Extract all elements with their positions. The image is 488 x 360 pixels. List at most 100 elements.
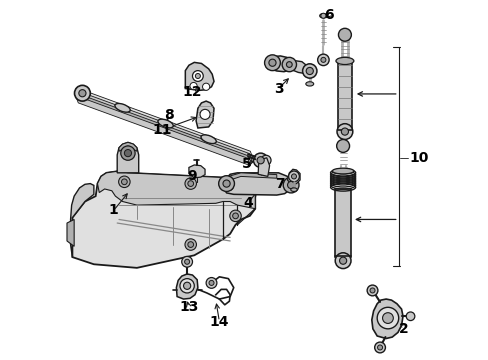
Text: 5: 5 (241, 157, 251, 171)
Circle shape (180, 279, 194, 293)
Polygon shape (267, 56, 292, 72)
Circle shape (302, 64, 316, 78)
Text: 2: 2 (398, 322, 408, 336)
Circle shape (264, 55, 280, 71)
Bar (337, 62, 351, 130)
Circle shape (253, 153, 267, 167)
Circle shape (218, 176, 234, 192)
Circle shape (317, 54, 328, 66)
Circle shape (320, 57, 325, 62)
Circle shape (187, 181, 193, 186)
Circle shape (187, 242, 193, 247)
Circle shape (227, 184, 233, 190)
Circle shape (124, 149, 131, 157)
Ellipse shape (332, 168, 353, 174)
Circle shape (74, 85, 90, 101)
Circle shape (339, 257, 346, 264)
Polygon shape (70, 184, 94, 257)
Circle shape (119, 176, 130, 188)
Polygon shape (188, 165, 204, 178)
Polygon shape (176, 274, 198, 299)
Polygon shape (97, 171, 255, 209)
Circle shape (305, 67, 313, 75)
Polygon shape (287, 60, 310, 74)
Polygon shape (78, 89, 252, 159)
Circle shape (374, 342, 385, 353)
Polygon shape (76, 93, 251, 163)
Circle shape (335, 253, 350, 269)
Ellipse shape (290, 188, 297, 192)
Circle shape (282, 57, 296, 72)
Circle shape (320, 13, 325, 18)
Polygon shape (226, 173, 276, 184)
Bar (335, 189, 350, 257)
Circle shape (376, 307, 398, 329)
Circle shape (195, 73, 200, 78)
Text: 1: 1 (108, 203, 118, 217)
Ellipse shape (115, 103, 130, 112)
Circle shape (382, 313, 392, 323)
Circle shape (261, 155, 270, 165)
Circle shape (184, 178, 196, 189)
Text: 12: 12 (183, 85, 202, 99)
Circle shape (232, 213, 238, 219)
Ellipse shape (158, 119, 173, 128)
Ellipse shape (201, 135, 216, 144)
Polygon shape (223, 173, 292, 195)
Polygon shape (185, 62, 214, 90)
Text: 13: 13 (179, 300, 198, 314)
Text: 10: 10 (408, 152, 428, 166)
Circle shape (121, 179, 127, 185)
Circle shape (192, 71, 203, 81)
Circle shape (208, 280, 214, 285)
Circle shape (288, 171, 299, 182)
Polygon shape (67, 220, 74, 246)
Circle shape (223, 180, 230, 187)
Circle shape (336, 124, 352, 139)
Ellipse shape (305, 82, 313, 86)
Circle shape (202, 83, 209, 90)
Polygon shape (119, 142, 137, 151)
Circle shape (286, 62, 292, 67)
Polygon shape (287, 169, 300, 184)
Polygon shape (258, 158, 269, 176)
Circle shape (229, 210, 241, 222)
Circle shape (287, 181, 294, 189)
Circle shape (182, 256, 192, 267)
Circle shape (336, 139, 349, 152)
Circle shape (190, 82, 197, 90)
Text: 7: 7 (275, 177, 285, 190)
Text: 4: 4 (243, 196, 252, 210)
Text: 9: 9 (187, 170, 197, 183)
Circle shape (206, 278, 217, 288)
Circle shape (377, 345, 382, 350)
Polygon shape (117, 142, 139, 173)
Text: 8: 8 (164, 108, 174, 122)
Circle shape (184, 259, 189, 264)
Circle shape (406, 312, 414, 320)
Polygon shape (77, 91, 252, 161)
Ellipse shape (319, 14, 326, 18)
Polygon shape (196, 101, 214, 128)
Circle shape (183, 282, 190, 289)
Text: 6: 6 (323, 8, 333, 22)
Text: 11: 11 (152, 123, 171, 137)
Circle shape (291, 174, 296, 179)
Circle shape (79, 90, 86, 97)
Polygon shape (371, 299, 402, 338)
Polygon shape (72, 171, 255, 268)
Circle shape (224, 181, 235, 193)
Text: 3: 3 (273, 82, 283, 95)
Circle shape (369, 288, 374, 293)
Ellipse shape (335, 57, 353, 64)
Text: 14: 14 (209, 315, 229, 329)
Circle shape (338, 28, 351, 41)
Polygon shape (75, 95, 250, 166)
Circle shape (257, 157, 264, 164)
Circle shape (184, 239, 196, 250)
Circle shape (268, 59, 276, 66)
Circle shape (283, 177, 298, 193)
Circle shape (200, 109, 210, 120)
Circle shape (341, 128, 348, 135)
Circle shape (366, 285, 377, 296)
